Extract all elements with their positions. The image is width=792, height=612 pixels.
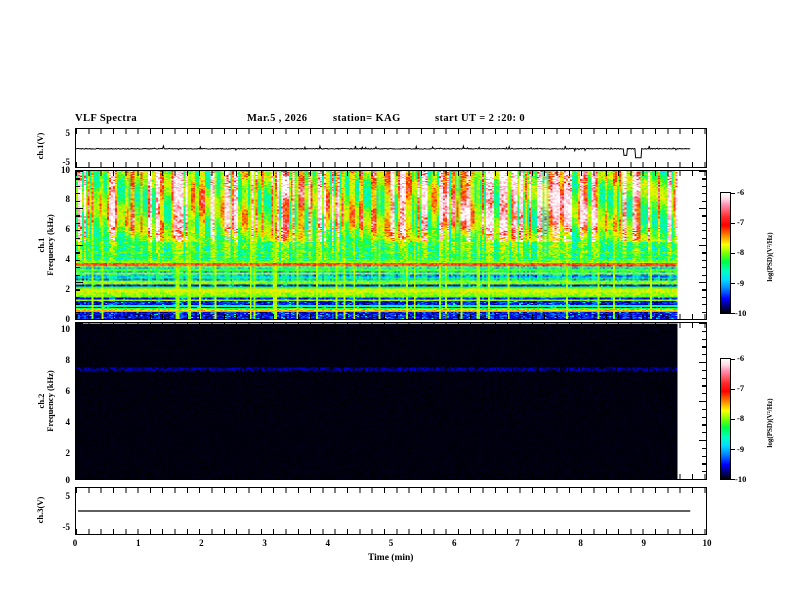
ch1-spec-bottom-ticks xyxy=(76,314,706,319)
ch1-colorbar-label: log(PSD)(V²/Hz) xyxy=(766,232,774,282)
figure-header: VLF Spectra Mar.5 , 2026 station= KAG st… xyxy=(75,113,635,127)
ch2-spec-tick-6: 6 xyxy=(65,386,71,396)
ch1-wave-bottom-ticks xyxy=(76,162,706,167)
ch3-wave-tick-5: 5 xyxy=(65,491,71,501)
ch1-colorbar-ticks xyxy=(730,193,735,315)
ch2-colorbar-label: log(PSD)(V²/Hz) xyxy=(766,398,774,448)
x-tick-2: 2 xyxy=(199,538,204,548)
start-ut-label: start UT = 2 :20: 0 xyxy=(435,113,526,124)
ch3-wave-tick-neg5: -5 xyxy=(62,522,71,532)
ch3-wave-top-ticks xyxy=(76,488,706,493)
x-tick-6: 6 xyxy=(451,538,457,548)
ch1-spec-tick-0: 0 xyxy=(65,314,71,324)
ch3-waveform-panel xyxy=(75,487,707,535)
x-tick-10: 10 xyxy=(702,538,712,548)
ch1-colorbar-tick-10: -10 xyxy=(735,308,747,318)
ch1-waveform-trace xyxy=(76,144,691,159)
ch1-spectrogram-panel xyxy=(75,170,707,321)
x-tick-4: 4 xyxy=(325,538,331,548)
ch2-spec-tick-4: 4 xyxy=(65,417,71,427)
ch1-spec-top-ticks xyxy=(76,171,706,176)
ch1-spec-axis-title-frequency: Frequency (kHz) xyxy=(45,214,55,276)
ch2-colorbar-tick-6: -6 xyxy=(737,353,745,363)
observation-date: Mar.5 , 2026 xyxy=(247,113,308,124)
ch1-spectrogram-image xyxy=(76,171,693,319)
ch1-colorbar-gradient xyxy=(721,193,730,313)
ch1-wave-top-ticks xyxy=(76,129,706,134)
ch2-spec-left-ticks xyxy=(76,323,83,481)
ch1-spec-tick-4: 4 xyxy=(65,254,71,264)
ch1-wave-axis-title: ch.1(V) xyxy=(35,132,45,160)
x-tick-7: 7 xyxy=(515,538,520,548)
ch3-waveform-trace xyxy=(77,510,691,512)
x-tick-1: 1 xyxy=(135,538,141,548)
ch2-spec-tick-2: 2 xyxy=(65,448,71,458)
ch1-spec-right-ticks xyxy=(699,171,706,321)
x-tick-8: 8 xyxy=(578,538,583,548)
ch2-colorbar xyxy=(720,358,735,481)
x-tick-0: 0 xyxy=(72,538,78,548)
ch1-spec-left-ticks xyxy=(76,171,83,321)
ch1-waveform-panel xyxy=(75,128,707,168)
ch2-colorbar-tick-7: -7 xyxy=(737,383,745,393)
ch2-colorbar-tick-8: -8 xyxy=(737,413,745,423)
ch1-colorbar xyxy=(720,192,735,315)
ch1-colorbar-tick-8: -8 xyxy=(737,247,745,257)
ch1-spec-tick-10: 10 xyxy=(61,165,70,175)
ch1-spec-tick-2: 2 xyxy=(65,284,71,294)
ch2-spec-axis-title-frequency: Frequency (kHz) xyxy=(45,370,55,432)
ch2-colorbar-ticks xyxy=(730,359,735,481)
ch1-colorbar-tick-6: -6 xyxy=(737,187,745,197)
station-label: station= KAG xyxy=(333,113,401,124)
ch2-spectrogram-panel xyxy=(75,322,707,481)
ch2-spec-tick-0: 0 xyxy=(65,475,71,485)
x-tick-9: 9 xyxy=(641,538,647,548)
ch3-wave-axis-title: ch.3(V) xyxy=(35,496,45,524)
ch1-spec-tick-6: 6 xyxy=(65,224,71,234)
figure-title: VLF Spectra xyxy=(75,113,138,124)
ch3-wave-bottom-ticks xyxy=(76,529,706,534)
ch1-spec-tick-8: 8 xyxy=(65,194,71,204)
ch2-spec-top-ticks xyxy=(76,323,706,328)
ch1-wave-tick-5: 5 xyxy=(65,128,71,138)
ch1-colorbar-tick-7: -7 xyxy=(737,217,745,227)
ch2-spec-right-ticks xyxy=(699,323,706,481)
x-tick-5: 5 xyxy=(388,538,394,548)
x-axis-title: Time (min) xyxy=(368,553,414,563)
ch2-spec-bottom-ticks xyxy=(76,474,706,479)
ch2-colorbar-tick-9: -9 xyxy=(737,444,745,454)
ch2-spectrogram-image xyxy=(76,323,693,479)
ch2-colorbar-tick-10: -10 xyxy=(735,474,747,484)
ch1-wave-tick-neg5: -5 xyxy=(62,157,71,167)
ch1-colorbar-tick-9: -9 xyxy=(737,278,745,288)
ch2-colorbar-gradient xyxy=(721,359,730,479)
ch2-spec-tick-8: 8 xyxy=(65,355,71,365)
ch2-spec-tick-10: 10 xyxy=(61,324,70,334)
x-tick-3: 3 xyxy=(262,538,267,548)
